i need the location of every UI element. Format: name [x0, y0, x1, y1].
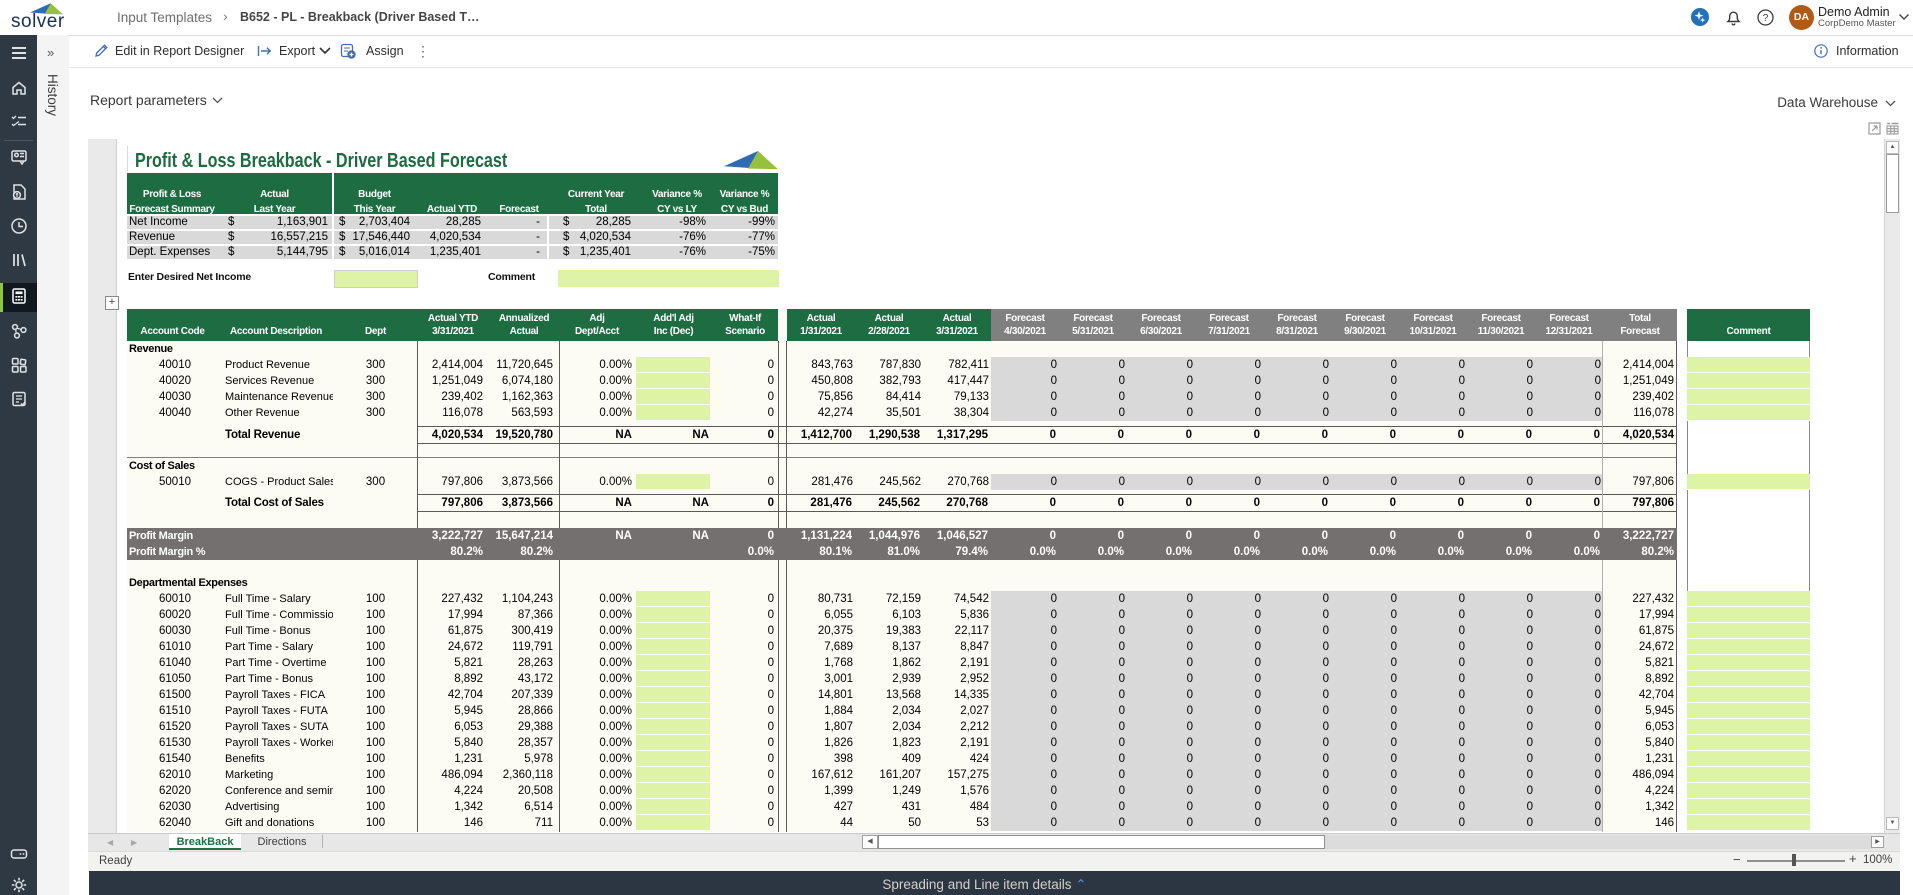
- svg-text:?: ?: [1763, 13, 1769, 24]
